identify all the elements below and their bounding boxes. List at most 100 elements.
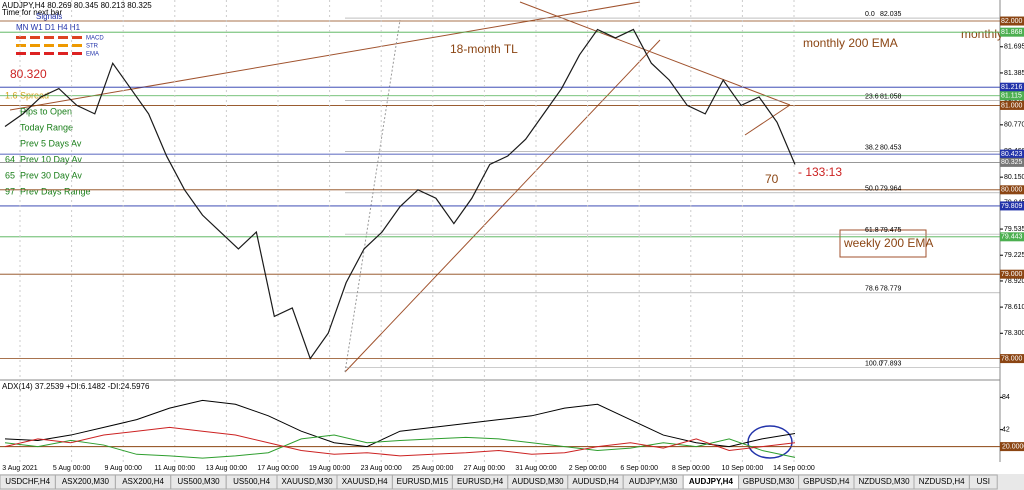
tab-label: ASX200,H4 <box>122 477 164 486</box>
y-tick-label: 79.225 <box>1004 252 1024 259</box>
signal-dot <box>72 52 82 55</box>
stat-label: Prev Days Range <box>20 186 91 196</box>
x-tick-label: 11 Aug 00:00 <box>154 465 195 472</box>
x-tick-label: 19 Aug 00:00 <box>309 465 350 472</box>
fib-level: 38.2 <box>865 144 879 151</box>
level-label: 79.443 <box>1001 234 1023 241</box>
signal-dot <box>16 52 26 55</box>
level-label: 79.000 <box>1001 271 1023 278</box>
signal-dot <box>30 44 40 47</box>
level-box <box>1000 201 1024 211</box>
stat-num: 65 <box>5 170 15 180</box>
level-box <box>1000 185 1024 195</box>
x-tick-label: 6 Sep 00:00 <box>620 465 658 472</box>
x-tick-label: 25 Aug 00:00 <box>412 465 453 472</box>
level-box <box>1000 16 1024 26</box>
stat-label: Pips to Open <box>20 106 72 116</box>
stat-label: Prev 10 Day Av <box>20 154 82 164</box>
x-tick-label: 14 Sep 00:00 <box>773 465 815 472</box>
indicator-title: ADX(14) 37.2539 +DI:6.1482 -DI:24.5976 <box>2 382 150 391</box>
x-tick-label: 8 Sep 00:00 <box>672 465 710 472</box>
x-tick-label: 23 Aug 00:00 <box>361 465 402 472</box>
tab-label: AUDUSD,M30 <box>512 477 564 486</box>
fib-price: 82.035 <box>880 11 902 18</box>
y-tick-label: 81.695 <box>1004 44 1024 51</box>
fib-level: 23.6 <box>865 93 879 100</box>
level-box <box>1000 269 1024 279</box>
stat-label: Prev 5 Days Av <box>20 138 82 148</box>
annotation: monthly 200 EMA <box>803 36 898 50</box>
y-tick-label: 84 <box>1002 394 1010 401</box>
tab-label: USI <box>977 477 990 486</box>
signal-label: MACD <box>86 36 104 42</box>
x-tick-label: 13 Aug 00:00 <box>206 465 247 472</box>
x-tick-label: 2 Sep 00:00 <box>569 465 607 472</box>
fib-level: 100.0 <box>865 360 883 367</box>
fib-level: 61.8 <box>865 227 879 234</box>
stat-label: Prev 30 Day Av <box>20 170 82 180</box>
tab-label: USDCHF,H4 <box>5 477 50 486</box>
level-box <box>1000 100 1024 110</box>
signal-dot <box>16 44 26 47</box>
tab-label: NZDUSD,H4 <box>919 477 965 486</box>
x-tick-label: 5 Aug 00:00 <box>53 465 90 472</box>
fib-level: 50.0 <box>865 186 879 193</box>
x-tick-label: 27 Aug 00:00 <box>464 465 505 472</box>
tab-label: XAUUSD,M30 <box>281 477 333 486</box>
signal-dot <box>58 36 68 39</box>
fib-price: 81.058 <box>880 93 902 100</box>
fib-price: 80.453 <box>880 144 902 151</box>
signal-dot <box>58 44 68 47</box>
trend-line <box>519 1 791 106</box>
indicator-line <box>4 434 796 459</box>
fib-line <box>344 19 401 373</box>
fib-level: 0.0 <box>865 11 875 18</box>
level-label: 82.000 <box>1001 18 1023 25</box>
timeframes: MN W1 D1 H4 H1 <box>16 23 81 32</box>
fib-price: 78.779 <box>880 286 902 293</box>
fib-price: 77.893 <box>880 360 902 367</box>
tab[interactable] <box>968 474 998 490</box>
tab-label: EURUSD,H4 <box>457 477 504 486</box>
level-box <box>1000 232 1024 242</box>
level-label: 80.000 <box>1001 187 1023 194</box>
level-label: 81.216 <box>1001 84 1023 91</box>
tab-label: AUDUSD,H4 <box>572 477 619 486</box>
signal-dot <box>30 52 40 55</box>
level-label: 80.325 <box>1001 159 1023 166</box>
signal-dot <box>44 52 54 55</box>
x-tick-label: 10 Sep 00:00 <box>722 465 764 472</box>
y-tick-label: 80.150 <box>1004 174 1024 181</box>
signals: Signals <box>36 12 62 21</box>
tab-label: GBPUSD,M30 <box>743 477 795 486</box>
signal-dot <box>30 36 40 39</box>
x-tick-label: 3 Aug 2021 <box>2 465 38 472</box>
y-tick-label: 78.610 <box>1004 304 1024 311</box>
fib-price: 79.475 <box>880 227 902 234</box>
tab-label: US500,M30 <box>177 477 220 486</box>
symbol-line: AUDJPY,H4 80.269 80.345 80.213 80.325 <box>2 1 152 10</box>
level-box <box>1000 354 1024 364</box>
tab-label: EURUSD,M15 <box>397 477 449 486</box>
y-tick-label: 80.770 <box>1004 122 1024 129</box>
level-box <box>1000 442 1024 452</box>
price: 80.320 <box>10 67 47 81</box>
annotation: 18-month TL <box>450 42 518 56</box>
y-tick-label: 79.535 <box>1004 226 1024 233</box>
annotation: 70 <box>765 172 779 186</box>
annotation-box <box>839 229 927 258</box>
level-label: 78.000 <box>1001 355 1023 362</box>
level-box <box>1000 91 1024 101</box>
tab-label: AUDJPY,H4 <box>689 477 734 486</box>
y-tick-label: 78.300 <box>1004 330 1024 337</box>
annotation: monthly <box>961 27 1003 41</box>
tab-label: XAUUSD,H4 <box>342 477 388 486</box>
y-tick-label: 78.920 <box>1004 278 1024 285</box>
signal-label: STR <box>86 44 99 50</box>
stat-num: 97 <box>5 186 15 196</box>
level-box <box>1000 157 1024 167</box>
y-tick-label: 81.385 <box>1004 70 1024 77</box>
level-label: 81.868 <box>1001 29 1023 36</box>
